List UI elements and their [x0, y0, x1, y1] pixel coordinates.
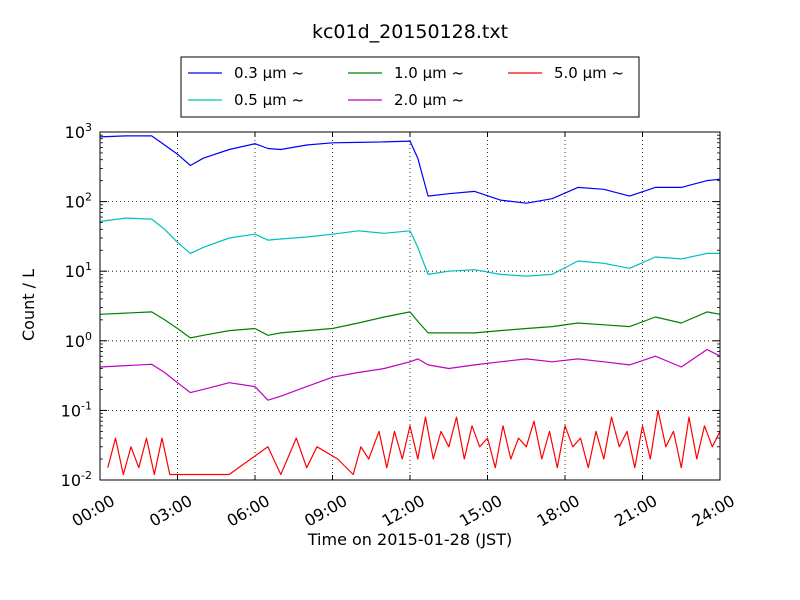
y-tick-label: 10-2	[61, 469, 92, 490]
series-line-1	[99, 217, 720, 277]
series-line-0	[99, 135, 721, 204]
legend-label: 0.5 μm ~	[234, 91, 304, 109]
y-tick-label: 100	[65, 330, 92, 351]
legend-box	[180, 56, 640, 118]
series-line-3	[99, 348, 721, 401]
y-tick-labels: 10-2 10-1 100 101 102 103	[61, 121, 92, 490]
series-line-2	[99, 311, 721, 339]
plot-area	[99, 135, 721, 476]
series-line-4	[107, 409, 721, 476]
chart-title: kc01d_20150128.txt	[312, 21, 508, 43]
plot-frame	[99, 131, 721, 481]
y-axis-label: Count / L	[19, 269, 38, 341]
legend-label: 1.0 μm ~	[394, 64, 464, 82]
legend-label: 0.3 μm ~	[234, 64, 304, 82]
grid	[100, 132, 720, 480]
x-axis-label: Time on 2015-01-28 (JST)	[307, 530, 512, 549]
y-tick-label: 102	[65, 191, 92, 212]
y-tick-label: 101	[65, 260, 92, 281]
y-tick-label: 10-1	[61, 399, 92, 420]
legend-label: 5.0 μm ~	[554, 64, 624, 82]
legend-label: 2.0 μm ~	[394, 91, 464, 109]
y-tick-label: 103	[65, 121, 92, 142]
legend: 0.3 μm ~ 0.5 μm ~ 1.0 μm ~ 2.0 μm ~ 5.0 μm ~	[180, 56, 640, 118]
